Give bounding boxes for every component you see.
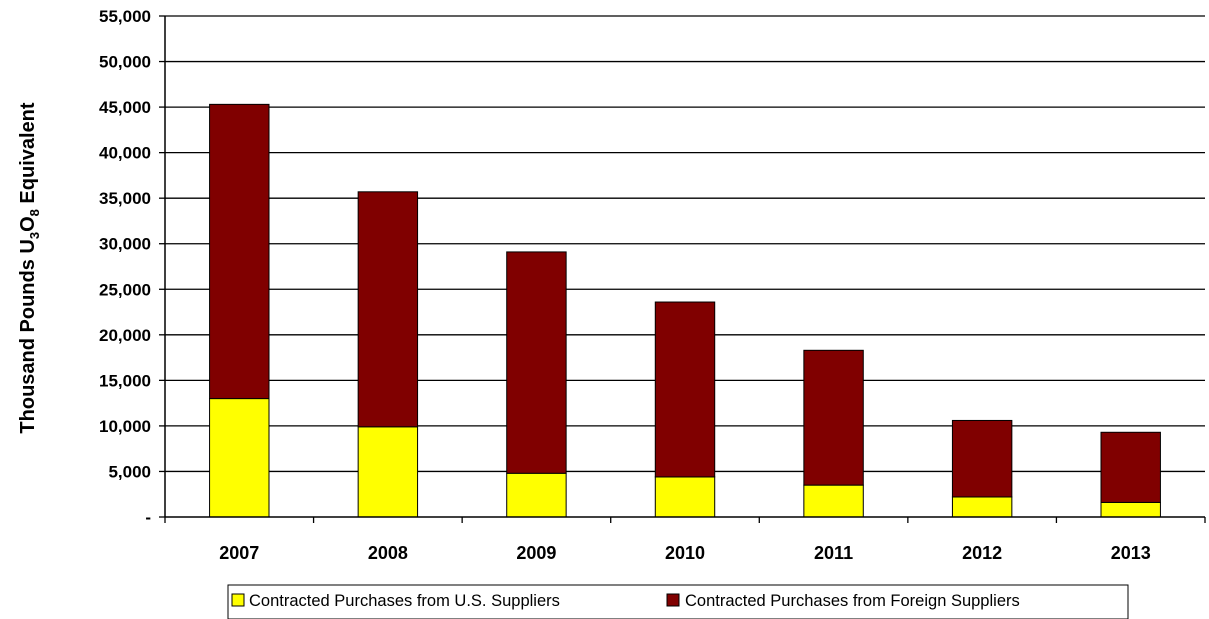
y-tick-label: 10,000 [99, 417, 151, 436]
y-tick-label: 50,000 [99, 53, 151, 72]
bar-foreign-2009 [506, 251, 567, 474]
y-tick-label: 40,000 [99, 144, 151, 163]
bar-foreign-2007 [209, 103, 270, 400]
bar-foreign-2008 [357, 191, 419, 428]
legend-swatch-us [231, 593, 245, 607]
x-tick-label: 2012 [962, 543, 1002, 563]
x-tick-label: 2008 [368, 543, 408, 563]
legend-label-foreign: Contracted Purchases from Foreign Suppli… [685, 592, 1020, 610]
y-tick-label: 25,000 [99, 280, 151, 299]
x-tick-labels: 2007 2008 2009 2010 2011 2012 2013 [164, 517, 1206, 563]
x-tick-label: 2009 [516, 543, 556, 563]
bar-foreign-2010 [654, 301, 716, 478]
y-tick-label: 5,000 [108, 462, 151, 481]
bar-foreign-2012 [951, 419, 1013, 498]
axes [164, 16, 1205, 518]
y-tick-label: 55,000 [99, 7, 151, 26]
x-tick-label: 2011 [814, 543, 853, 563]
legend: Contracted Purchases from U.S. Suppliers… [227, 584, 1129, 619]
gridlines [165, 15, 1205, 473]
y-tick-labels: - 5,000 10,000 15,000 20,000 25,000 30,000 35,0… [99, 7, 165, 527]
y-tick-label: 20,000 [99, 326, 151, 345]
bar-us-2007 [209, 398, 270, 518]
bar-us-2011 [803, 484, 864, 518]
y-tick-label: 45,000 [99, 98, 151, 117]
bar-foreign-2013 [1100, 431, 1161, 503]
legend-label-us: Contracted Purchases from U.S. Suppliers [249, 592, 560, 610]
bar-us-2009 [506, 472, 567, 518]
y-tick-label: 30,000 [99, 235, 151, 254]
x-tick-label: 2013 [1111, 543, 1151, 563]
y-tick-label: 15,000 [99, 371, 151, 390]
bar-us-2012 [951, 496, 1013, 518]
y-tick-label: 35,000 [99, 189, 151, 208]
bar-us-2008 [357, 426, 419, 518]
bar-us-2010 [654, 476, 716, 518]
y-tick-label: - [145, 508, 151, 527]
bar-us-2013 [1100, 501, 1161, 518]
legend-swatch-foreign [666, 593, 680, 607]
x-tick-label: 2010 [665, 543, 705, 563]
y-axis-label: Thousand Pounds U3O8 Equivalent [17, 102, 42, 433]
bars [209, 103, 1161, 518]
x-tick-label: 2007 [219, 543, 259, 563]
bar-foreign-2011 [803, 349, 864, 486]
